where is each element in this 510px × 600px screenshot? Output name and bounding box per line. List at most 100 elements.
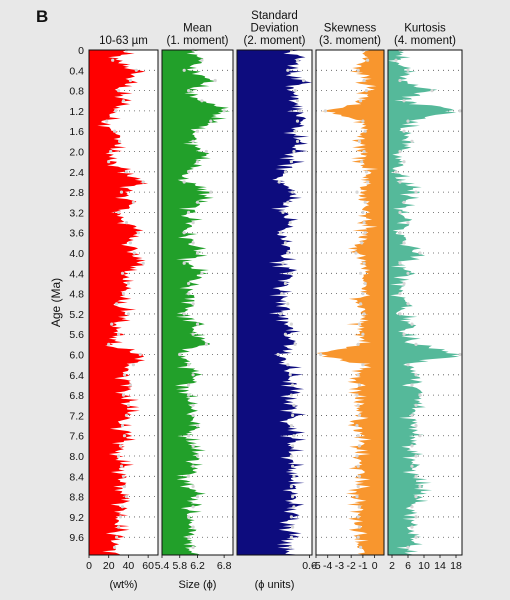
data-point — [191, 444, 195, 448]
y-tick-label: 2.4 — [69, 167, 84, 179]
panel-skew: Skewness(3. moment) -5 -4 -3 -2 -1 0 — [311, 23, 385, 572]
data-point — [410, 505, 414, 509]
data-point — [361, 119, 365, 123]
data-point — [187, 434, 191, 438]
data-point — [418, 484, 422, 489]
x-tick-label: 14 — [434, 560, 446, 572]
data-point — [363, 281, 367, 286]
data-point — [118, 444, 123, 448]
data-point — [131, 200, 135, 204]
data-point — [363, 231, 367, 235]
y-tick-label: 7.6 — [69, 431, 84, 443]
x-tick-label: 20 — [103, 560, 115, 572]
data-point — [276, 352, 280, 357]
data-point — [131, 363, 135, 367]
data-point — [323, 109, 327, 113]
data-point — [120, 271, 125, 275]
data-point — [182, 68, 186, 72]
data-point — [398, 261, 402, 265]
data-point — [319, 352, 323, 357]
x-axis-title: Size (ϕ) — [179, 579, 217, 591]
data-point — [291, 525, 295, 529]
data-point — [120, 424, 125, 428]
data-point — [406, 302, 410, 306]
data-point — [406, 119, 410, 123]
data-point — [187, 210, 191, 214]
data-point — [187, 535, 191, 539]
x-tick-label: 0.6 — [302, 560, 317, 572]
data-point — [200, 271, 204, 275]
data-point — [406, 363, 410, 367]
x-tick-label: 18 — [450, 560, 462, 572]
data-point — [360, 241, 364, 245]
x-tick-label: 0 — [372, 560, 378, 572]
data-point — [288, 221, 292, 225]
data-point — [289, 454, 293, 458]
data-point — [366, 58, 370, 62]
data-point — [410, 413, 414, 417]
data-point — [357, 383, 361, 387]
data-point — [278, 312, 283, 316]
data-point — [195, 251, 200, 255]
data-point — [289, 484, 293, 489]
data-point — [200, 58, 204, 62]
panel-frame — [236, 49, 313, 556]
data-point — [291, 495, 295, 499]
data-point — [359, 271, 363, 275]
y-tick-label: 8.0 — [69, 451, 84, 463]
data-point — [292, 505, 296, 509]
data-point — [136, 231, 140, 235]
data-point — [363, 200, 367, 204]
data-point — [414, 474, 418, 478]
data-point — [132, 251, 136, 255]
panel-title: Kurtosis — [404, 23, 446, 35]
data-point — [117, 210, 121, 214]
data-point — [402, 281, 406, 286]
y-tick-label: 1.6 — [69, 126, 84, 138]
data-point — [191, 505, 195, 509]
data-point — [182, 261, 186, 265]
data-point — [398, 292, 402, 296]
data-point — [187, 89, 191, 93]
data-point — [362, 221, 366, 225]
data-point — [406, 545, 410, 550]
data-point — [356, 464, 360, 468]
y-tick-label: 4.4 — [69, 268, 84, 280]
y-tick-label: 9.2 — [69, 512, 84, 524]
data-point — [134, 68, 138, 72]
data-point — [277, 180, 281, 184]
data-point — [410, 383, 414, 387]
data-point — [195, 495, 200, 499]
x-axis-title: (wt%) — [109, 579, 137, 591]
y-tick-label: 2.0 — [69, 147, 84, 159]
panel-letter: B — [36, 7, 48, 26]
data-point — [295, 99, 300, 103]
data-point — [187, 363, 191, 367]
data-point — [418, 251, 422, 255]
data-point — [356, 535, 360, 539]
x-tick-label: -2 — [347, 560, 356, 572]
data-point — [278, 231, 283, 235]
data-point — [286, 68, 290, 72]
series-area-std — [237, 50, 312, 555]
data-point — [295, 58, 300, 62]
y-tick-label: 2.8 — [69, 187, 84, 199]
data-point — [182, 180, 186, 184]
data-point — [418, 434, 422, 438]
data-point — [414, 403, 418, 407]
data-point — [209, 119, 213, 123]
data-point — [293, 89, 297, 93]
x-tick-label: 6 — [405, 560, 411, 572]
y-tick-label: 4.0 — [69, 248, 84, 260]
data-point — [295, 119, 300, 123]
data-point — [118, 139, 122, 143]
data-point — [182, 231, 186, 235]
data-point — [283, 170, 287, 174]
data-point — [182, 312, 186, 316]
data-point — [291, 444, 295, 448]
y-tick-label: 8.8 — [69, 492, 84, 504]
data-point — [120, 505, 125, 509]
data-point — [414, 515, 418, 519]
data-point — [410, 525, 414, 529]
data-point — [357, 322, 361, 326]
